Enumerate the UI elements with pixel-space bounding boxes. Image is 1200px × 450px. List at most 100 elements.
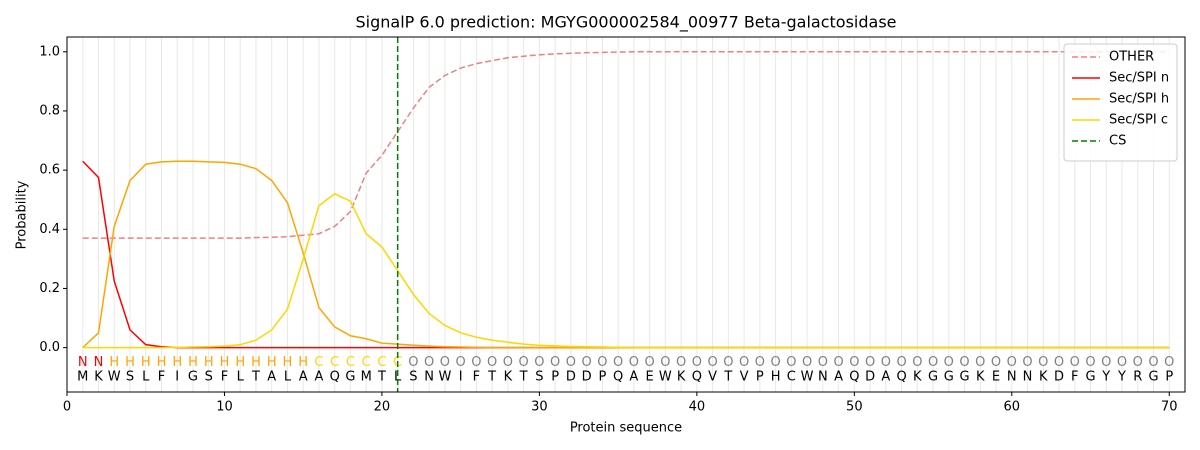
residue: G (188, 370, 198, 385)
region-label: O (944, 355, 954, 370)
region-label: O (645, 355, 655, 370)
legend-label: Sec/SPI n (1109, 71, 1169, 86)
region-label: H (172, 355, 182, 370)
residue: F (158, 370, 165, 385)
residue: K (976, 370, 985, 385)
x-axis-label: Protein sequence (570, 421, 682, 436)
region-label: O (692, 355, 702, 370)
region-label: O (802, 355, 812, 370)
region-label: H (157, 355, 167, 370)
region-label: O (676, 355, 686, 370)
residue: P (756, 370, 764, 385)
region-label: O (818, 355, 828, 370)
residue: N (1023, 370, 1033, 385)
residue: P (1165, 370, 1173, 385)
region-label: O (1070, 355, 1080, 370)
residue: D (1054, 370, 1064, 385)
region-label: O (408, 355, 418, 370)
region-label: O (613, 355, 623, 370)
y-tick-label: 1.0 (39, 44, 60, 59)
region-label: H (220, 355, 230, 370)
region-label: H (251, 355, 261, 370)
residue: Y (1117, 370, 1126, 385)
residue: P (598, 370, 606, 385)
region-label: O (519, 355, 529, 370)
residue: G (928, 370, 938, 385)
region-label: O (582, 355, 592, 370)
residue: T (251, 370, 260, 385)
residue: A (629, 370, 638, 385)
region-label: H (298, 355, 308, 370)
region-label: O (707, 355, 717, 370)
plot-frame (66, 36, 1186, 393)
residue: K (1039, 370, 1048, 385)
residue: D (865, 370, 875, 385)
residue: G (345, 370, 355, 385)
residue: N (818, 370, 828, 385)
residue: W (438, 370, 451, 385)
residue: D (566, 370, 576, 385)
x-tick-label: 10 (216, 400, 233, 415)
residue: S (205, 370, 213, 385)
region-label: O (456, 355, 466, 370)
region-label: C (330, 355, 339, 370)
residue: Y (1101, 370, 1110, 385)
y-tick-label: 0.6 (39, 163, 60, 178)
region-label: O (739, 355, 749, 370)
region-label: H (283, 355, 293, 370)
residue: W (108, 370, 121, 385)
region-label: O (865, 355, 875, 370)
region-label: C (346, 355, 355, 370)
residue: E (992, 370, 1000, 385)
series-line (82, 160, 1170, 349)
residue: A (299, 370, 308, 385)
x-tick-label: 20 (374, 400, 391, 415)
residue: V (740, 370, 749, 385)
region-label: O (991, 355, 1001, 370)
series-line (82, 51, 1170, 239)
residue: F (221, 370, 228, 385)
region-label: N (94, 355, 104, 370)
residue: K (913, 370, 922, 385)
region-label: O (975, 355, 985, 370)
residue: T (487, 370, 496, 385)
residue: V (708, 370, 717, 385)
y-tick-label: 0.2 (39, 281, 60, 296)
region-label: O (1148, 355, 1158, 370)
residue: T (519, 370, 528, 385)
residue: A (881, 370, 890, 385)
region-label: H (204, 355, 214, 370)
x-tick-label: 70 (1161, 400, 1178, 415)
residue: K (94, 370, 103, 385)
region-label: O (786, 355, 796, 370)
residue: M (77, 370, 88, 385)
residue: I (459, 370, 463, 385)
residue: K (677, 370, 686, 385)
region-label: C (377, 355, 386, 370)
series-line (82, 160, 1170, 349)
residue: S (126, 370, 134, 385)
region-label: O (1101, 355, 1111, 370)
residue: L (394, 370, 402, 385)
residue: Q (692, 370, 702, 385)
region-label: O (503, 355, 513, 370)
residue: W (659, 370, 672, 385)
x-tick-label: 60 (1004, 400, 1021, 415)
residue: L (237, 370, 245, 385)
residue: L (284, 370, 292, 385)
y-tick-label: 0.0 (39, 340, 60, 355)
residue: F (473, 370, 480, 385)
residue: G (944, 370, 954, 385)
residue: H (771, 370, 781, 385)
region-label: O (755, 355, 765, 370)
residue: N (424, 370, 434, 385)
residue: Q (330, 370, 340, 385)
region-label: O (1007, 355, 1017, 370)
region-label: O (723, 355, 733, 370)
region-label: O (1038, 355, 1048, 370)
x-tick-label: 0 (63, 400, 71, 415)
region-label: O (550, 355, 560, 370)
series-line (82, 192, 1170, 349)
region-label: O (770, 355, 780, 370)
